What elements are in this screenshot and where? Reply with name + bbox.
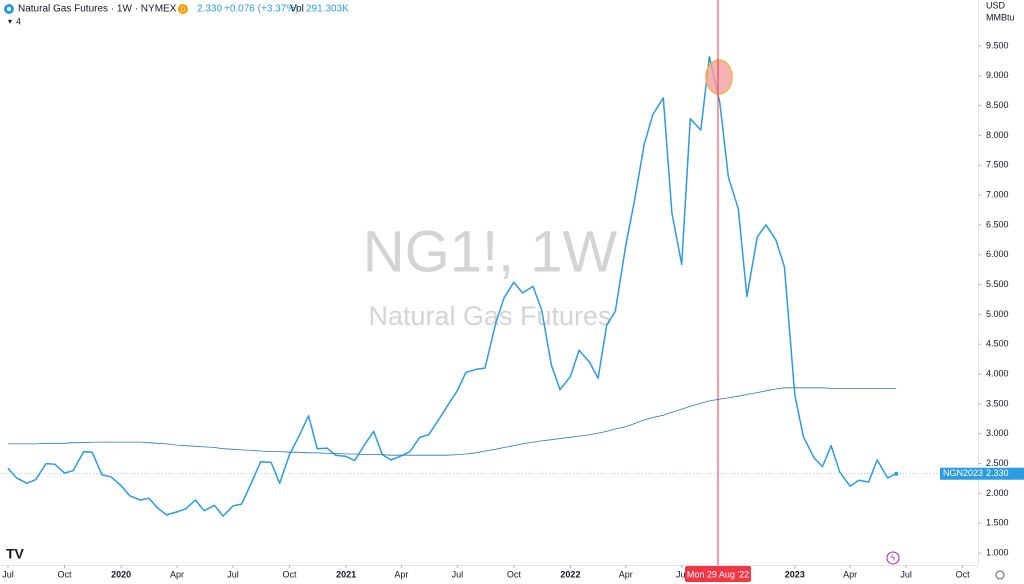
alert-icon[interactable] (886, 551, 900, 565)
y-tick-label: 8.500 (986, 100, 1009, 110)
x-tick-label: Jul (900, 569, 912, 579)
x-tick-label: 2020 (111, 569, 131, 579)
header-vol-label: Vol (290, 4, 304, 15)
x-tick-label: Oct (58, 569, 73, 579)
last-point (894, 471, 899, 476)
alert-icon-bolt: ϟ (891, 554, 896, 563)
x-tick-label: 2022 (560, 569, 580, 579)
y-tick-label: 6.500 (986, 219, 1009, 229)
y-tick-label: 5.500 (986, 279, 1009, 289)
price-label-box (940, 467, 1024, 480)
header-change: +0.076 (+3.37%) (224, 4, 299, 15)
y-tick-label: 2.500 (986, 458, 1009, 468)
plot-area (0, 55, 978, 517)
highlight-circle (705, 59, 733, 95)
header-last: 2.330 (197, 4, 222, 15)
symbol-icon-dot (7, 7, 11, 11)
currency[interactable]: USD (986, 0, 1006, 10)
series-line (8, 387, 897, 456)
x-tick-label: Oct (283, 569, 298, 579)
y-tick-label: 5.000 (986, 309, 1009, 319)
settings-icon[interactable] (995, 570, 1005, 580)
x-tick-label: Jul (452, 569, 464, 579)
header-title: Natural Gas Futures · 1W · NYMEX (18, 4, 177, 15)
y-tick-label: 1.000 (986, 547, 1009, 557)
header-volume: 291.303K (306, 4, 349, 15)
badge-text: D (180, 6, 185, 13)
badge (178, 4, 188, 14)
y-tick-label: 4.500 (986, 339, 1009, 349)
indicator-toggle[interactable]: ▾ (8, 17, 12, 26)
logo[interactable]: TV (6, 546, 25, 562)
x-tick-label: Apr (394, 569, 408, 579)
watermark-symbol: NG1!, 1W (363, 219, 618, 284)
x-tick-label: Jul (2, 569, 14, 579)
x-tick-label: Apr (170, 569, 184, 579)
y-tick-label: 9.000 (986, 70, 1009, 80)
x-tick-label: 2023 (785, 569, 805, 579)
x-tick-label: Jul (227, 569, 239, 579)
y-tick-label: 1.500 (986, 518, 1009, 528)
x-tick-label: Oct (956, 569, 971, 579)
y-tick-label: 7.000 (986, 189, 1009, 199)
crosshair-label: Mon 29 Aug '22 (687, 569, 749, 579)
y-tick-label: 4.000 (986, 368, 1009, 378)
unit[interactable]: MMBtu (986, 12, 1015, 22)
y-tick-label: 8.000 (986, 130, 1009, 140)
x-tick-label: Jul (676, 569, 688, 579)
y-tick-label: 9.500 (986, 40, 1009, 50)
x-tick-label: Apr (843, 569, 857, 579)
watermark-name: Natural Gas Futures (368, 301, 611, 331)
series-line (7, 55, 897, 517)
x-tick-label: 2021 (336, 569, 356, 579)
price-label-value: 2.330 (986, 468, 1009, 478)
y-tick-label: 2.000 (986, 488, 1009, 498)
y-tick-label: 6.000 (986, 249, 1009, 259)
crosshair-label-box (684, 566, 751, 582)
x-tick-label: Apr (619, 569, 633, 579)
y-tick-label: 3.500 (986, 398, 1009, 408)
indicator-count[interactable]: 4 (16, 16, 21, 26)
x-tick-label: Oct (507, 569, 522, 579)
y-tick-label: 3.000 (986, 428, 1009, 438)
price-label-name: NGN2023 (943, 468, 983, 478)
y-tick-label: 7.500 (986, 160, 1009, 170)
